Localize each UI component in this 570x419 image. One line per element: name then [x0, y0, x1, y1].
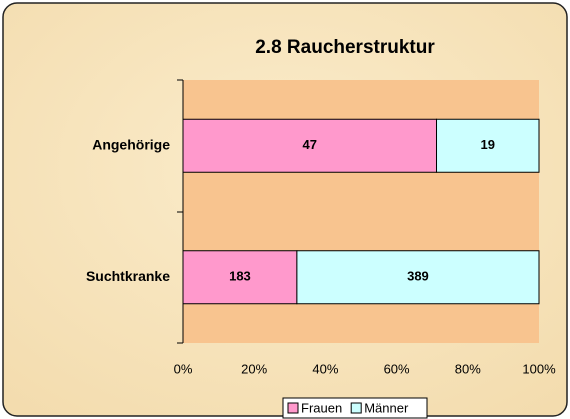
legend-label: Frauen: [301, 400, 342, 415]
bar: [182, 118, 438, 173]
legend-swatch: [287, 402, 299, 414]
x-tick-label: 20%: [241, 361, 267, 376]
bar: [436, 118, 540, 173]
data-label: 389: [407, 269, 429, 284]
legend-swatch: [350, 402, 362, 414]
data-label: 47: [303, 137, 317, 152]
x-tick-label: 60%: [384, 361, 410, 376]
chart-title: 2.8 Raucherstruktur: [255, 37, 435, 58]
x-tick-label: 80%: [455, 361, 481, 376]
y-tick-label: Angehörige: [92, 136, 170, 152]
bar: [296, 250, 540, 305]
data-label: 19: [481, 137, 495, 152]
y-tick-label: Suchtkranke: [86, 268, 170, 284]
x-tick-label: 0%: [174, 361, 193, 376]
bar: [182, 250, 298, 305]
x-tick-label: 100%: [522, 361, 556, 376]
data-label: 183: [229, 269, 251, 284]
x-tick-label: 40%: [312, 361, 338, 376]
legend-label: Männer: [364, 400, 409, 415]
